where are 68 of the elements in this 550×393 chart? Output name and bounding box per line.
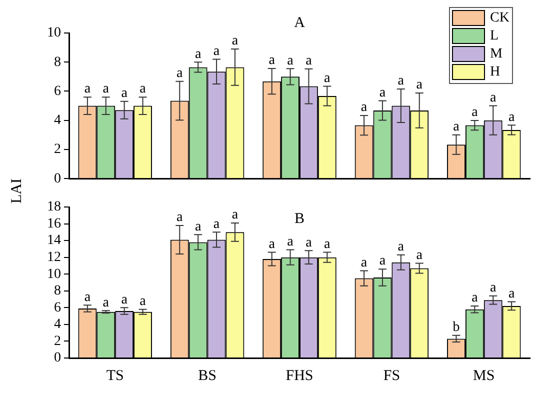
y-tick-label: 8 — [54, 284, 61, 299]
y-tick-label: 16 — [47, 216, 61, 232]
data-label: a — [102, 295, 110, 310]
data-label: a — [416, 248, 424, 263]
x-tick-label: MS — [473, 368, 495, 384]
data-label: a — [416, 78, 424, 93]
data-label: a — [287, 234, 294, 250]
data-label: a — [213, 44, 220, 59]
data-label: a — [194, 46, 202, 62]
y-tick-label: 12 — [47, 250, 61, 266]
legend-label: H — [490, 64, 500, 80]
data-label: a — [268, 236, 276, 252]
data-label: a — [472, 105, 479, 120]
data-label: a — [472, 290, 479, 306]
data-label: a — [306, 235, 313, 250]
x-tick-label: TS — [106, 368, 124, 384]
y-axis-title: LAI — [8, 178, 26, 206]
data-label: a — [140, 294, 147, 310]
data-label: a — [306, 53, 313, 68]
data-label: a — [121, 292, 128, 308]
data-label: a — [490, 280, 498, 296]
data-label: a — [84, 82, 92, 97]
data-label: a — [398, 239, 405, 254]
data-label: a — [360, 100, 368, 116]
data-label: a — [194, 219, 202, 234]
data-label: a — [268, 53, 276, 68]
data-label: a — [176, 66, 184, 82]
data-label: a — [232, 208, 239, 223]
data-label: a — [102, 82, 110, 97]
data-label: a — [213, 216, 220, 232]
x-tick-label: BS — [198, 368, 216, 384]
data-label: a — [490, 90, 498, 106]
data-label: a — [453, 120, 460, 135]
y-tick-label: 14 — [47, 233, 61, 248]
y-tick-label: 2 — [54, 142, 61, 158]
x-tick-label: FHS — [286, 368, 314, 384]
data-label: a — [324, 70, 332, 86]
y-tick-label: 8 — [54, 54, 61, 70]
data-label: a — [84, 290, 92, 305]
data-label: a — [287, 53, 294, 68]
y-tick-label: 2 — [54, 334, 61, 349]
y-tick-label: 4 — [54, 113, 61, 128]
data-label: a — [140, 82, 147, 97]
x-tick-label: FS — [383, 368, 400, 384]
y-tick-label: 6 — [54, 84, 61, 99]
y-tick-label: 6 — [54, 300, 61, 316]
data-label: a — [379, 85, 386, 100]
chart-title: A — [294, 14, 306, 31]
legend-label: L — [490, 28, 499, 44]
y-tick-label: 4 — [54, 317, 61, 332]
data-label: a — [232, 34, 239, 49]
data-label: b — [452, 320, 460, 336]
legend-label: CK — [490, 10, 510, 26]
data-label: a — [176, 210, 184, 226]
data-label: a — [324, 236, 332, 252]
data-label: a — [121, 86, 128, 102]
data-label: a — [379, 254, 386, 269]
y-tick-label: 10 — [47, 26, 61, 41]
y-tick-label: 10 — [47, 266, 61, 282]
data-label: a — [508, 286, 516, 302]
y-tick-label: 0 — [54, 171, 61, 186]
data-label: a — [508, 110, 516, 125]
y-tick-label: 0 — [54, 350, 61, 366]
chart-title: B — [294, 210, 305, 227]
legend-label: M — [490, 46, 503, 62]
y-tick-label: 18 — [47, 200, 61, 215]
data-label: a — [360, 255, 368, 270]
data-label: a — [398, 74, 405, 89]
